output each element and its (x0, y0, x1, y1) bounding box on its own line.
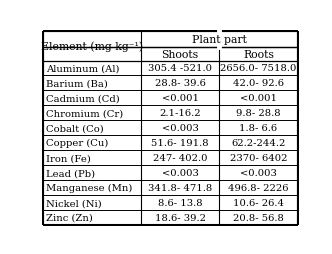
Text: Cadmium (Cd): Cadmium (Cd) (46, 94, 120, 103)
Text: 42.0- 92.6: 42.0- 92.6 (233, 79, 284, 88)
Text: 341.8- 471.8: 341.8- 471.8 (148, 183, 212, 192)
Text: 247- 402.0: 247- 402.0 (153, 154, 208, 163)
Text: <0.003: <0.003 (162, 124, 199, 133)
Text: Manganese (Mn): Manganese (Mn) (46, 183, 132, 192)
Text: Lead (Pb): Lead (Pb) (46, 168, 95, 178)
Text: <0.001: <0.001 (162, 94, 199, 103)
Text: <0.001: <0.001 (240, 94, 277, 103)
Text: 496.8- 2226: 496.8- 2226 (228, 183, 289, 192)
Text: Iron (Fe): Iron (Fe) (46, 154, 91, 163)
Text: Nickel (Ni): Nickel (Ni) (46, 198, 102, 207)
Text: Zinc (Zn): Zinc (Zn) (46, 213, 93, 222)
Text: Aluminum (Al): Aluminum (Al) (46, 64, 120, 73)
Text: Shoots: Shoots (162, 49, 199, 59)
Text: Cobalt (Co): Cobalt (Co) (46, 124, 104, 133)
Text: 8.6- 13.8: 8.6- 13.8 (158, 198, 203, 207)
Text: 2656.0- 7518.0: 2656.0- 7518.0 (220, 64, 296, 73)
Text: <0.003: <0.003 (240, 168, 277, 178)
Text: Plant part: Plant part (192, 34, 247, 44)
Text: 2370- 6402: 2370- 6402 (230, 154, 287, 163)
Text: Chromium (Cr): Chromium (Cr) (46, 109, 124, 118)
Text: <0.003: <0.003 (162, 168, 199, 178)
Text: Element (mg kg⁻¹): Element (mg kg⁻¹) (41, 41, 143, 52)
Text: 28.8- 39.6: 28.8- 39.6 (155, 79, 206, 88)
Text: 305.4 -521.0: 305.4 -521.0 (148, 64, 212, 73)
Text: 20.8- 56.8: 20.8- 56.8 (233, 213, 284, 222)
Text: 10.6- 26.4: 10.6- 26.4 (233, 198, 284, 207)
Text: Copper (Cu): Copper (Cu) (46, 139, 109, 148)
Text: 18.6- 39.2: 18.6- 39.2 (155, 213, 206, 222)
Text: 51.6- 191.8: 51.6- 191.8 (151, 139, 209, 148)
Text: 62.2-244.2: 62.2-244.2 (231, 139, 286, 148)
Text: Barium (Ba): Barium (Ba) (46, 79, 108, 88)
Text: 2.1-16.2: 2.1-16.2 (159, 109, 201, 118)
Text: 1.8- 6.6: 1.8- 6.6 (239, 124, 278, 133)
Text: 9.8- 28.8: 9.8- 28.8 (236, 109, 281, 118)
Text: Roots: Roots (243, 49, 274, 59)
